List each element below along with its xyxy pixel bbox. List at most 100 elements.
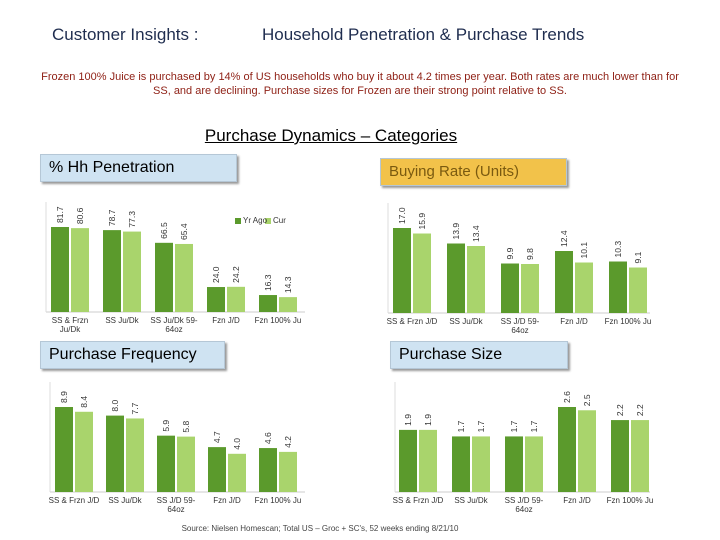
bar bbox=[103, 230, 121, 312]
value-label: 9.8 bbox=[525, 248, 535, 260]
value-label: 10.3 bbox=[613, 241, 623, 258]
bar bbox=[447, 243, 465, 313]
bar bbox=[413, 233, 431, 313]
bar bbox=[259, 295, 277, 312]
value-label: 8.4 bbox=[79, 396, 89, 408]
bar bbox=[279, 451, 297, 492]
bar bbox=[611, 420, 629, 492]
bar bbox=[399, 429, 417, 492]
x-tick-label: Fzn J/D bbox=[560, 317, 588, 326]
value-label: 78.7 bbox=[107, 209, 117, 226]
title-right: Household Penetration & Purchase Trends bbox=[262, 25, 585, 44]
x-tick-label: Fzn J/D bbox=[212, 316, 240, 325]
value-label: 1.7 bbox=[476, 420, 486, 432]
value-label: 80.6 bbox=[75, 207, 85, 224]
source-note: Source: Nielsen Homescan; Total US – Gro… bbox=[181, 524, 459, 533]
bar bbox=[75, 411, 93, 492]
bar bbox=[501, 263, 519, 313]
bar bbox=[558, 407, 576, 492]
value-label: 14.3 bbox=[283, 276, 293, 293]
summary: Frozen 100% Juice is purchased by 14% of… bbox=[41, 71, 679, 97]
x-tick-label: Fzn J/D bbox=[563, 496, 591, 505]
value-label: 9.1 bbox=[633, 251, 643, 263]
value-label: 1.7 bbox=[529, 420, 539, 432]
value-label: 5.9 bbox=[161, 420, 171, 432]
bar bbox=[472, 436, 490, 492]
x-tick-label: SS Ju/Dk 59-64oz bbox=[150, 316, 198, 334]
x-tick-label: Fzn 100% Ju bbox=[604, 317, 652, 326]
bar bbox=[228, 453, 246, 492]
value-label: 66.5 bbox=[159, 222, 169, 239]
section-title: Purchase Dynamics – Categories bbox=[204, 126, 458, 145]
value-label: 7.7 bbox=[130, 402, 140, 414]
value-label: 1.7 bbox=[509, 420, 519, 432]
bar bbox=[575, 262, 593, 313]
bar bbox=[505, 436, 523, 492]
bar bbox=[609, 261, 627, 313]
bar bbox=[227, 286, 245, 312]
chart-title: Purchase Size bbox=[390, 341, 568, 369]
value-label: 9.9 bbox=[505, 247, 515, 259]
value-label: 1.9 bbox=[403, 414, 413, 426]
bar bbox=[555, 251, 573, 313]
x-tick-label: SS Ju/Dk bbox=[105, 316, 139, 325]
value-label: 1.7 bbox=[456, 420, 466, 432]
x-tick-label: Fzn 100% Ju bbox=[254, 316, 302, 325]
value-label: 2.5 bbox=[582, 394, 592, 406]
value-label: 24.2 bbox=[231, 266, 241, 283]
legend-label: Yr Ago bbox=[243, 216, 268, 225]
x-tick-label: Fzn 100% Ju bbox=[254, 496, 302, 505]
x-tick-label: SS & Frzn J/D bbox=[386, 317, 438, 326]
bar bbox=[207, 287, 225, 312]
bar bbox=[419, 429, 437, 492]
bar bbox=[629, 267, 647, 313]
chart-title: Buying Rate (Units) bbox=[380, 158, 567, 186]
value-label: 2.6 bbox=[562, 391, 572, 403]
bar bbox=[126, 418, 144, 492]
bar bbox=[521, 264, 539, 313]
bar bbox=[279, 297, 297, 312]
bar bbox=[208, 447, 226, 492]
x-tick-label: Fzn J/D bbox=[213, 496, 241, 505]
x-tick-label: SS & Frzn J/D bbox=[48, 496, 100, 505]
bar bbox=[525, 436, 543, 492]
value-label: 15.9 bbox=[417, 213, 427, 230]
value-label: 5.8 bbox=[181, 421, 191, 433]
legend-swatch bbox=[235, 218, 241, 224]
value-label: 4.0 bbox=[232, 438, 242, 450]
value-label: 24.0 bbox=[211, 266, 221, 283]
bar bbox=[51, 227, 69, 312]
bar bbox=[259, 448, 277, 492]
bar bbox=[157, 435, 175, 492]
value-label: 4.6 bbox=[263, 432, 273, 444]
value-label: 16.3 bbox=[263, 274, 273, 291]
value-label: 8.9 bbox=[59, 391, 69, 403]
legend-swatch bbox=[265, 218, 271, 224]
value-label: 13.9 bbox=[451, 223, 461, 240]
value-label: 12.4 bbox=[559, 230, 569, 247]
value-label: 13.4 bbox=[471, 225, 481, 242]
bar bbox=[155, 242, 173, 312]
bar bbox=[578, 410, 596, 492]
value-label: 17.0 bbox=[397, 207, 407, 224]
value-label: 2.2 bbox=[635, 404, 645, 416]
bar bbox=[123, 231, 141, 312]
bar bbox=[631, 420, 649, 492]
value-label: 81.7 bbox=[55, 206, 65, 223]
value-label: 8.0 bbox=[110, 400, 120, 412]
value-label: 4.7 bbox=[212, 431, 222, 443]
bar bbox=[106, 415, 124, 492]
bar bbox=[71, 228, 89, 312]
x-tick-label: SS J/D 59-64oz bbox=[156, 496, 196, 514]
value-label: 4.2 bbox=[283, 436, 293, 448]
value-label: 10.1 bbox=[579, 242, 589, 259]
value-label: 2.2 bbox=[615, 404, 625, 416]
bar bbox=[175, 243, 193, 312]
title-left: Customer Insights : bbox=[52, 25, 199, 44]
chart-title: % Hh Penetration bbox=[40, 154, 237, 182]
value-label: 77.3 bbox=[127, 211, 137, 228]
bar bbox=[55, 407, 73, 492]
legend-label: Cur bbox=[273, 216, 286, 225]
value-label: 1.9 bbox=[423, 414, 433, 426]
